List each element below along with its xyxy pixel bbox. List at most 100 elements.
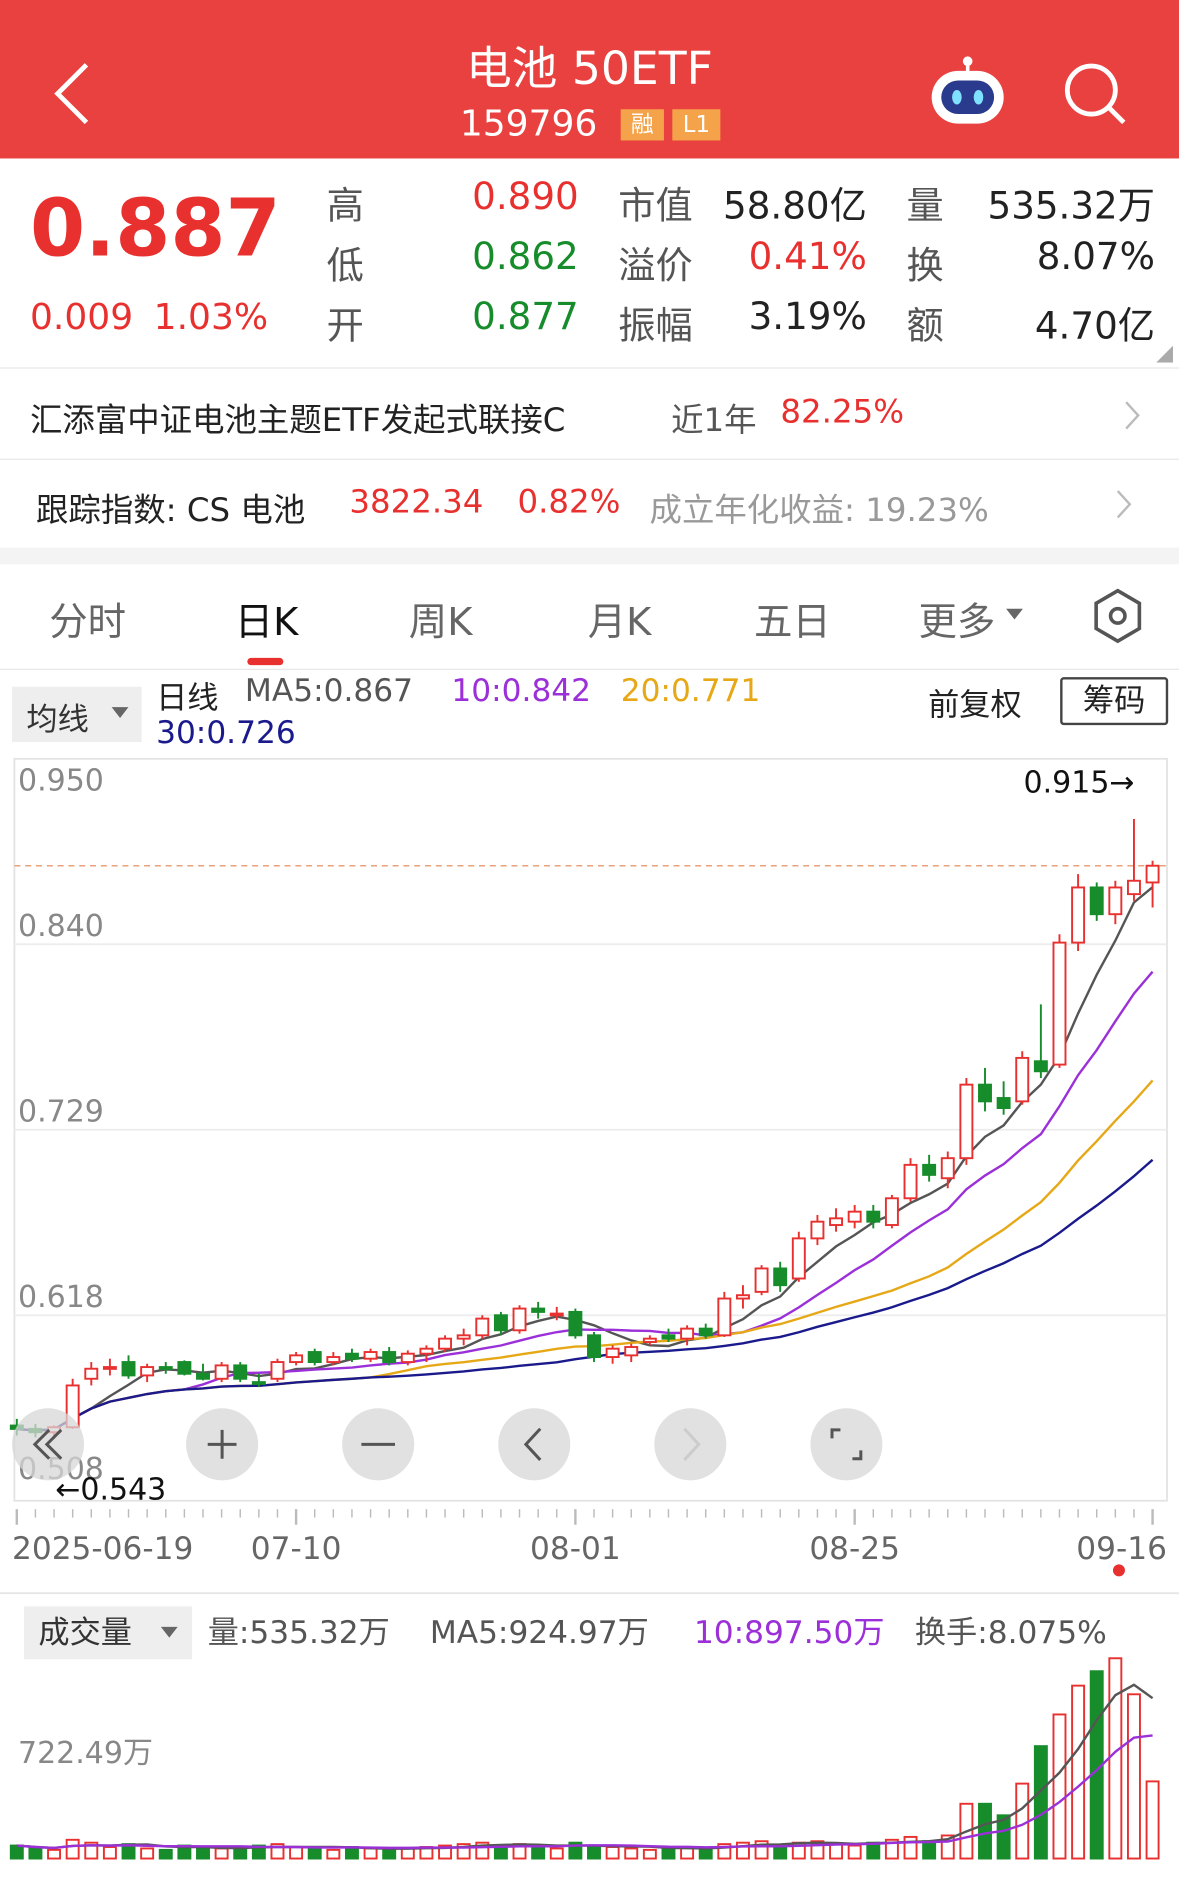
candle-body — [84, 1367, 99, 1380]
stat-value: 535.32万 — [987, 184, 1155, 229]
volume-bar — [196, 1846, 210, 1860]
y-tick-label: 722.49万 — [18, 1736, 153, 1771]
tab[interactable]: 更多 — [918, 599, 996, 645]
candle-body — [475, 1317, 490, 1337]
fund-name[interactable]: 汇添富中证电池主题ETF发起式联接C — [30, 402, 566, 440]
candle-body — [382, 1351, 397, 1364]
chart-control[interactable] — [186, 1408, 259, 1481]
max-annotation: 0.915→ — [1024, 765, 1135, 800]
candle-body — [1071, 886, 1086, 944]
chart-control[interactable] — [342, 1408, 415, 1481]
volume-bar — [1015, 1782, 1030, 1860]
volume-bar — [65, 1838, 80, 1860]
volume-bar — [233, 1848, 248, 1860]
dropdown-arrow — [1006, 608, 1023, 620]
candle-body — [605, 1347, 620, 1358]
gap — [0, 547, 1179, 565]
chart-control[interactable] — [498, 1408, 571, 1481]
volume-bar — [1071, 1684, 1086, 1860]
candle-body — [940, 1157, 955, 1180]
candle-body — [289, 1354, 304, 1364]
candle-body — [922, 1163, 937, 1176]
chevron — [1116, 490, 1132, 519]
tab[interactable]: 周K — [408, 599, 473, 645]
candle-body — [773, 1267, 788, 1287]
candle-body — [456, 1334, 471, 1340]
volume-legend: 量:535.32万 — [208, 1615, 390, 1651]
candle-body — [810, 1220, 825, 1240]
tab[interactable]: 五日 — [753, 599, 831, 645]
ma-line — [16, 886, 1154, 1432]
stat-value: 0.41% — [748, 235, 867, 279]
candle-body — [754, 1267, 769, 1293]
chart-control[interactable] — [12, 1408, 85, 1481]
volume-bar — [214, 1847, 229, 1860]
candle-body — [568, 1310, 583, 1337]
volume-bar — [344, 1846, 359, 1860]
control-circle — [810, 1408, 883, 1481]
candle-body — [251, 1381, 266, 1385]
volume-selector-label: 成交量 — [38, 1615, 132, 1651]
y-tick-label: 0.840 — [18, 909, 104, 944]
stat-label: 溢价 — [618, 244, 693, 289]
volume-bar — [829, 1843, 844, 1860]
adjust[interactable]: 前复权 — [928, 687, 1022, 724]
candle-body — [1126, 879, 1141, 896]
dropdown-arrow — [111, 707, 129, 718]
stat-value: 4.70亿 — [1034, 304, 1155, 349]
candle-body — [1052, 941, 1067, 1066]
volume-bar — [158, 1848, 173, 1860]
candle-body — [624, 1346, 639, 1357]
candle-body — [978, 1083, 992, 1103]
volume-bar — [289, 1846, 304, 1860]
chart-control[interactable] — [810, 1408, 883, 1481]
candle-body — [903, 1163, 918, 1200]
tab[interactable]: 分时 — [49, 599, 127, 645]
volume-selector[interactable] — [24, 1606, 193, 1660]
control-circle — [498, 1408, 571, 1481]
volume-bar — [84, 1841, 99, 1860]
volume-bar — [996, 1814, 1011, 1860]
ma10-legend: 10:0.842 — [451, 673, 592, 710]
candle-body — [400, 1352, 415, 1364]
tab[interactable]: 月K — [587, 599, 652, 645]
candle-body — [717, 1297, 732, 1337]
stat-value: 0.862 — [472, 235, 579, 279]
assistant-icon[interactable] — [927, 54, 1009, 128]
tab[interactable]: 日K — [234, 599, 299, 645]
settings-button[interactable] — [1090, 588, 1145, 644]
candle-body — [344, 1352, 359, 1360]
y-tick-label: 0.950 — [18, 764, 104, 799]
tracking-value: 3822.34 — [349, 483, 484, 522]
volume-bar — [400, 1847, 415, 1860]
chips-button[interactable]: 筹码 — [1060, 677, 1169, 726]
volume-bar — [1145, 1780, 1160, 1860]
candle-body — [326, 1356, 341, 1364]
candle-body — [1089, 886, 1104, 916]
candle-body — [1145, 864, 1160, 884]
ma20-legend: 20:0.771 — [620, 673, 761, 710]
icon — [32, 1428, 51, 1460]
volume-bar — [251, 1844, 266, 1860]
stat-label: 振幅 — [618, 304, 693, 349]
volume-bar — [102, 1846, 117, 1860]
period-return: 82.25% — [780, 393, 904, 432]
price: 0.887 — [30, 182, 281, 275]
candle-body — [214, 1364, 229, 1380]
search-button[interactable] — [1061, 60, 1128, 127]
candle-body — [1033, 1060, 1048, 1073]
tracking-label[interactable]: 跟踪指数: CS 电池 — [36, 492, 306, 530]
volume-bar — [531, 1846, 546, 1860]
chart-control[interactable] — [654, 1408, 727, 1481]
back-button[interactable] — [48, 60, 96, 127]
badge: 融 — [620, 109, 664, 141]
divider — [0, 367, 1179, 369]
icon — [830, 1428, 841, 1439]
tab-indicator — [247, 657, 284, 666]
x-tick-label: 08-01 — [530, 1531, 621, 1567]
chevron — [1125, 401, 1140, 430]
candle-body — [829, 1217, 844, 1226]
tracking-change: 0.82% — [517, 483, 621, 522]
